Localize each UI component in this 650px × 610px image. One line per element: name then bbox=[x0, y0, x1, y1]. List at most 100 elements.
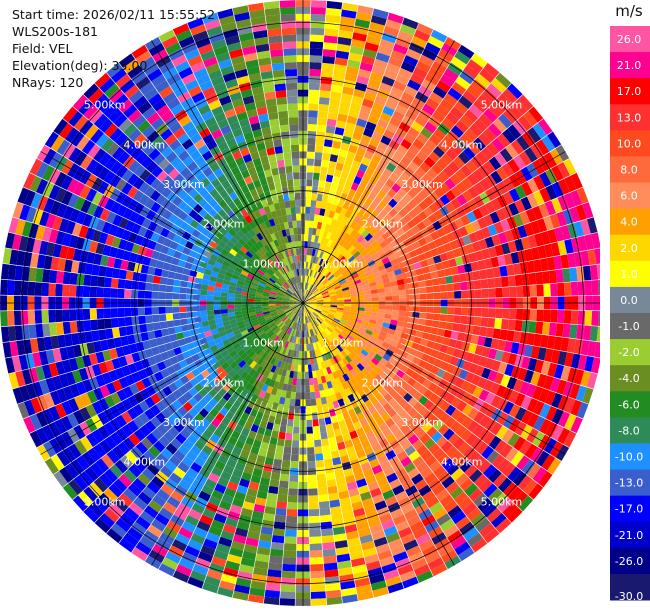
gate-cell bbox=[365, 166, 376, 176]
gate-cell bbox=[496, 397, 509, 412]
gate-cell bbox=[371, 65, 386, 76]
gate-cell bbox=[345, 345, 353, 353]
gate-cell bbox=[379, 268, 388, 276]
gate-cell bbox=[350, 306, 358, 311]
gate-cell bbox=[349, 314, 357, 319]
gate-cell bbox=[543, 309, 551, 323]
gate-cell bbox=[353, 223, 362, 232]
gate-cell bbox=[502, 286, 510, 298]
gate-cell bbox=[589, 264, 599, 281]
gate-cell bbox=[303, 282, 305, 290]
gate-cell bbox=[234, 345, 243, 354]
gate-cell bbox=[88, 481, 104, 498]
gate-cell bbox=[497, 93, 513, 109]
gate-cell bbox=[291, 357, 296, 365]
gate-cell bbox=[560, 254, 570, 269]
gate-cell bbox=[443, 68, 460, 82]
gate-cell bbox=[167, 382, 179, 393]
gate-cell bbox=[412, 138, 425, 151]
gate-cell bbox=[265, 499, 277, 508]
gate-cell bbox=[292, 426, 300, 434]
gate-cell bbox=[306, 151, 315, 159]
gate-cell bbox=[388, 538, 404, 550]
gate-cell bbox=[360, 439, 372, 450]
gate-cell bbox=[465, 271, 474, 282]
gate-cell bbox=[213, 427, 224, 439]
gate-cell bbox=[309, 336, 313, 344]
gate-cell bbox=[259, 332, 267, 339]
gate-cell bbox=[334, 328, 342, 335]
gate-cell bbox=[313, 311, 320, 317]
gate-cell bbox=[327, 402, 335, 411]
gate-cell bbox=[307, 307, 313, 313]
gate-cell bbox=[343, 347, 351, 356]
gate-cell bbox=[450, 266, 459, 276]
gate-cell bbox=[179, 306, 187, 313]
gate-cell bbox=[266, 400, 274, 409]
gate-cell bbox=[383, 203, 394, 214]
gate-cell bbox=[123, 468, 138, 483]
gate-cell bbox=[320, 201, 328, 210]
gate-cell bbox=[370, 580, 388, 591]
gate-cell bbox=[501, 128, 517, 144]
gate-cell bbox=[397, 67, 413, 80]
gate-cell bbox=[100, 453, 115, 469]
gate-cell bbox=[594, 341, 600, 359]
gate-cell bbox=[287, 349, 292, 357]
gate-cell bbox=[361, 497, 375, 508]
gate-cell bbox=[206, 290, 215, 296]
gate-cell bbox=[361, 376, 371, 385]
gate-cell bbox=[360, 540, 376, 551]
gate-cell bbox=[439, 74, 456, 88]
gate-cell bbox=[539, 187, 552, 203]
gate-cell bbox=[241, 550, 257, 561]
gate-cell bbox=[428, 501, 444, 515]
gate-cell bbox=[256, 454, 267, 464]
gate-cell bbox=[327, 314, 335, 320]
gate-cell bbox=[119, 455, 134, 469]
gate-cell bbox=[371, 297, 379, 302]
gate-cell bbox=[172, 292, 180, 300]
gate-cell bbox=[297, 316, 300, 324]
gate-cell bbox=[374, 324, 383, 331]
gate-cell bbox=[307, 474, 318, 482]
gate-cell bbox=[164, 460, 178, 473]
gate-cell bbox=[387, 12, 405, 24]
gate-cell bbox=[514, 392, 526, 407]
gate-cell bbox=[495, 208, 507, 222]
gate-cell bbox=[305, 268, 308, 276]
gate-cell bbox=[103, 487, 119, 503]
gate-cell bbox=[392, 80, 407, 92]
gate-cell bbox=[297, 364, 302, 372]
gate-cell bbox=[310, 584, 326, 593]
gate-cell bbox=[256, 381, 265, 391]
gate-cell bbox=[514, 274, 523, 287]
gate-cell bbox=[303, 296, 305, 303]
gate-cell bbox=[510, 227, 521, 241]
gate-cell bbox=[362, 241, 372, 250]
gate-cell bbox=[222, 392, 232, 402]
gate-cell bbox=[286, 502, 298, 510]
gate-cell bbox=[288, 327, 293, 335]
gate-cell bbox=[439, 494, 454, 508]
gate-cell bbox=[380, 326, 389, 333]
ray-separator bbox=[332, 12, 390, 202]
gate-cell bbox=[575, 385, 587, 402]
gate-cell bbox=[261, 435, 271, 444]
gate-cell bbox=[545, 405, 558, 422]
gate-cell bbox=[551, 424, 565, 442]
gate-cell bbox=[244, 494, 257, 504]
gate-cell bbox=[122, 487, 138, 502]
gate-cell bbox=[131, 547, 149, 562]
gate-cell bbox=[261, 519, 275, 529]
gate-cell bbox=[168, 454, 182, 467]
gate-cell bbox=[311, 248, 316, 257]
gate-cell bbox=[329, 323, 336, 330]
gate-cell bbox=[424, 319, 433, 327]
gate-cell bbox=[426, 306, 434, 314]
gate-cell bbox=[424, 139, 438, 152]
gate-cell bbox=[55, 283, 63, 297]
gate-cell bbox=[437, 170, 450, 183]
gate-cell bbox=[325, 7, 342, 17]
gate-cell bbox=[322, 548, 337, 558]
